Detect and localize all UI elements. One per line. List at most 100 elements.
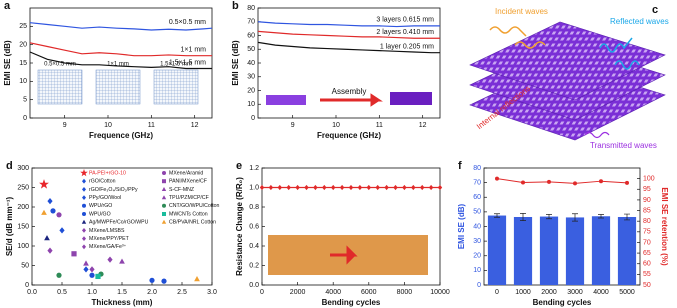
y-tick-label: 0.4: [249, 243, 259, 250]
marker: [495, 176, 499, 181]
series-label: 1 layer 0.205 mm: [380, 44, 434, 51]
marker: [331, 184, 336, 191]
y2-tick-label: 85: [643, 207, 651, 214]
marker: [56, 212, 62, 218]
marker: [366, 184, 371, 191]
legend-marker: [162, 171, 166, 175]
bar: [591, 216, 611, 285]
y-tick-label: 300: [17, 165, 29, 172]
sample-image: [390, 92, 432, 105]
y-tick-label: 30: [247, 74, 255, 81]
marker: [313, 184, 318, 191]
bar: [487, 215, 507, 285]
y-tick-label: 60: [247, 32, 255, 39]
x-tick-label: 9: [291, 122, 295, 129]
marker: [71, 251, 77, 257]
legend-label: rGO/Fe₃O₄/SiO₂/PPy: [89, 187, 138, 193]
marker: [83, 260, 89, 266]
y2-tick-label: 55: [643, 271, 651, 278]
marker: [599, 179, 603, 184]
marker: [47, 198, 53, 205]
legend-marker: [82, 203, 86, 208]
y-axis-title: Resistance Change (R/R₀): [235, 177, 244, 276]
x-tick-label: 5000: [619, 289, 635, 296]
series-line: [29, 51, 212, 70]
legend-label: PPy/GO/Wool: [89, 195, 121, 201]
y-tick-label: 10: [473, 267, 481, 274]
y-tick-label: 20: [473, 253, 481, 260]
marker: [268, 184, 274, 191]
y2-tick-label: 70: [643, 239, 651, 246]
x-axis-title: Frequence (GHz): [317, 131, 381, 140]
y2-tick-label: 50: [643, 282, 651, 289]
y2-tick-label: 100: [643, 175, 655, 182]
marker: [41, 209, 47, 215]
x-axis-title: Bending cycles: [322, 298, 381, 307]
legend-marker: [80, 169, 88, 177]
series-line: [257, 41, 440, 54]
x-tick-label: 3000: [567, 289, 583, 296]
marker: [521, 180, 525, 185]
marker: [59, 227, 65, 234]
marker: [56, 272, 62, 278]
legend-marker: [162, 203, 166, 208]
reflected-wave: [614, 60, 640, 70]
y-tick-label: 0.6: [249, 223, 259, 230]
series-line: [257, 21, 440, 28]
legend-label: MXene/GA/Fe³⁺: [89, 244, 127, 250]
x-tick-label: 10000: [430, 289, 450, 296]
marker: [194, 276, 200, 282]
x-tick-label: 1.0: [87, 289, 97, 296]
y-tick-label: 70: [473, 179, 481, 186]
x-tick-label: 10: [104, 122, 112, 129]
legend-label: CB/PVA/NRL Cotton: [169, 220, 216, 226]
series-label: 1×1 mm: [181, 47, 207, 54]
x-tick-label: 2000: [290, 289, 306, 296]
x-tick-label: 12: [419, 122, 427, 129]
legend-label: TPU/PZM/CP/CF: [169, 195, 209, 201]
x-tick-label: 0.5: [57, 289, 67, 296]
marker: [428, 184, 434, 191]
error-bar: [624, 213, 630, 221]
y-tick-label: 25: [19, 23, 27, 30]
y-tick-label: 10: [247, 101, 255, 108]
inset-image: [95, 69, 141, 105]
y-tick-label: 0: [251, 115, 255, 122]
arrow: [330, 245, 358, 265]
x-tick-label: 4000: [325, 289, 341, 296]
legend-label: MXene/PPY/PET: [89, 236, 130, 242]
y-tick-label: 80: [247, 5, 255, 12]
legend-marker: [82, 228, 86, 233]
x-tick-label: 12: [191, 122, 199, 129]
marker: [625, 180, 629, 185]
series-label: 2 layers 0.410 mm: [376, 29, 434, 36]
marker: [50, 208, 56, 214]
panel-label: a: [4, 0, 11, 12]
marker: [402, 184, 407, 191]
marker: [119, 258, 125, 264]
legend-marker: [161, 219, 167, 224]
legend-label: WPU/rGO: [89, 203, 112, 209]
inset-image: [37, 69, 83, 105]
legend-label: PA-PEI+rGO-10: [89, 170, 126, 176]
legend-label: S-CF-MNZ: [169, 187, 194, 193]
x-tick-label: 2000: [541, 289, 557, 296]
y-tick-label: 20: [247, 87, 255, 94]
bar: [539, 216, 559, 285]
legend-marker: [82, 244, 86, 250]
legend-label: MXene/LMSBS: [89, 228, 125, 234]
y-axis-title: SE/d (dB mm⁻¹): [5, 197, 14, 257]
x-tick-label: 11: [148, 122, 155, 129]
y-tick-label: 60: [473, 194, 481, 201]
y-tick-label: 40: [247, 60, 255, 67]
y-tick-label: 30: [473, 238, 481, 245]
legend-marker: [82, 178, 86, 184]
y-tick-label: 40: [473, 223, 481, 230]
transmitted-wave: [584, 131, 610, 139]
y-tick-label: 0.8: [249, 204, 259, 211]
incident-wave: [489, 26, 527, 37]
inset-image: [153, 69, 199, 105]
marker: [107, 256, 113, 263]
x-tick-label: 3.0: [207, 289, 217, 296]
y-tick-label: 0: [23, 115, 27, 122]
